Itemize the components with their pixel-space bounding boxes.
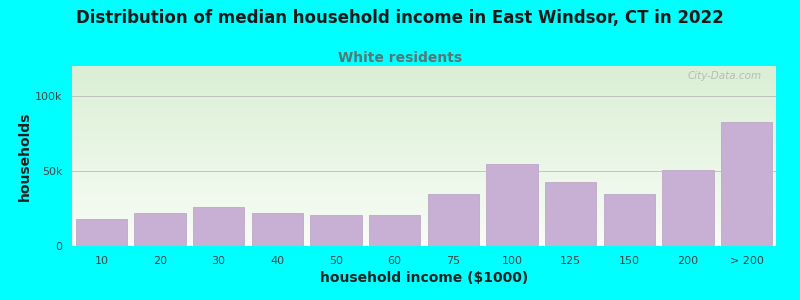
Bar: [662, 169, 714, 246]
Bar: [251, 213, 303, 246]
Bar: [427, 194, 479, 246]
Bar: [721, 122, 773, 246]
Bar: [193, 207, 245, 246]
Y-axis label: households: households: [18, 111, 32, 201]
Bar: [369, 214, 421, 246]
Bar: [75, 219, 127, 246]
X-axis label: household income ($1000): household income ($1000): [320, 271, 528, 285]
Bar: [603, 194, 655, 246]
Bar: [545, 182, 597, 246]
Bar: [486, 164, 538, 246]
Bar: [310, 214, 362, 246]
Text: White residents: White residents: [338, 51, 462, 65]
Text: City-Data.com: City-Data.com: [688, 71, 762, 81]
Bar: [134, 213, 186, 246]
Text: Distribution of median household income in East Windsor, CT in 2022: Distribution of median household income …: [76, 9, 724, 27]
